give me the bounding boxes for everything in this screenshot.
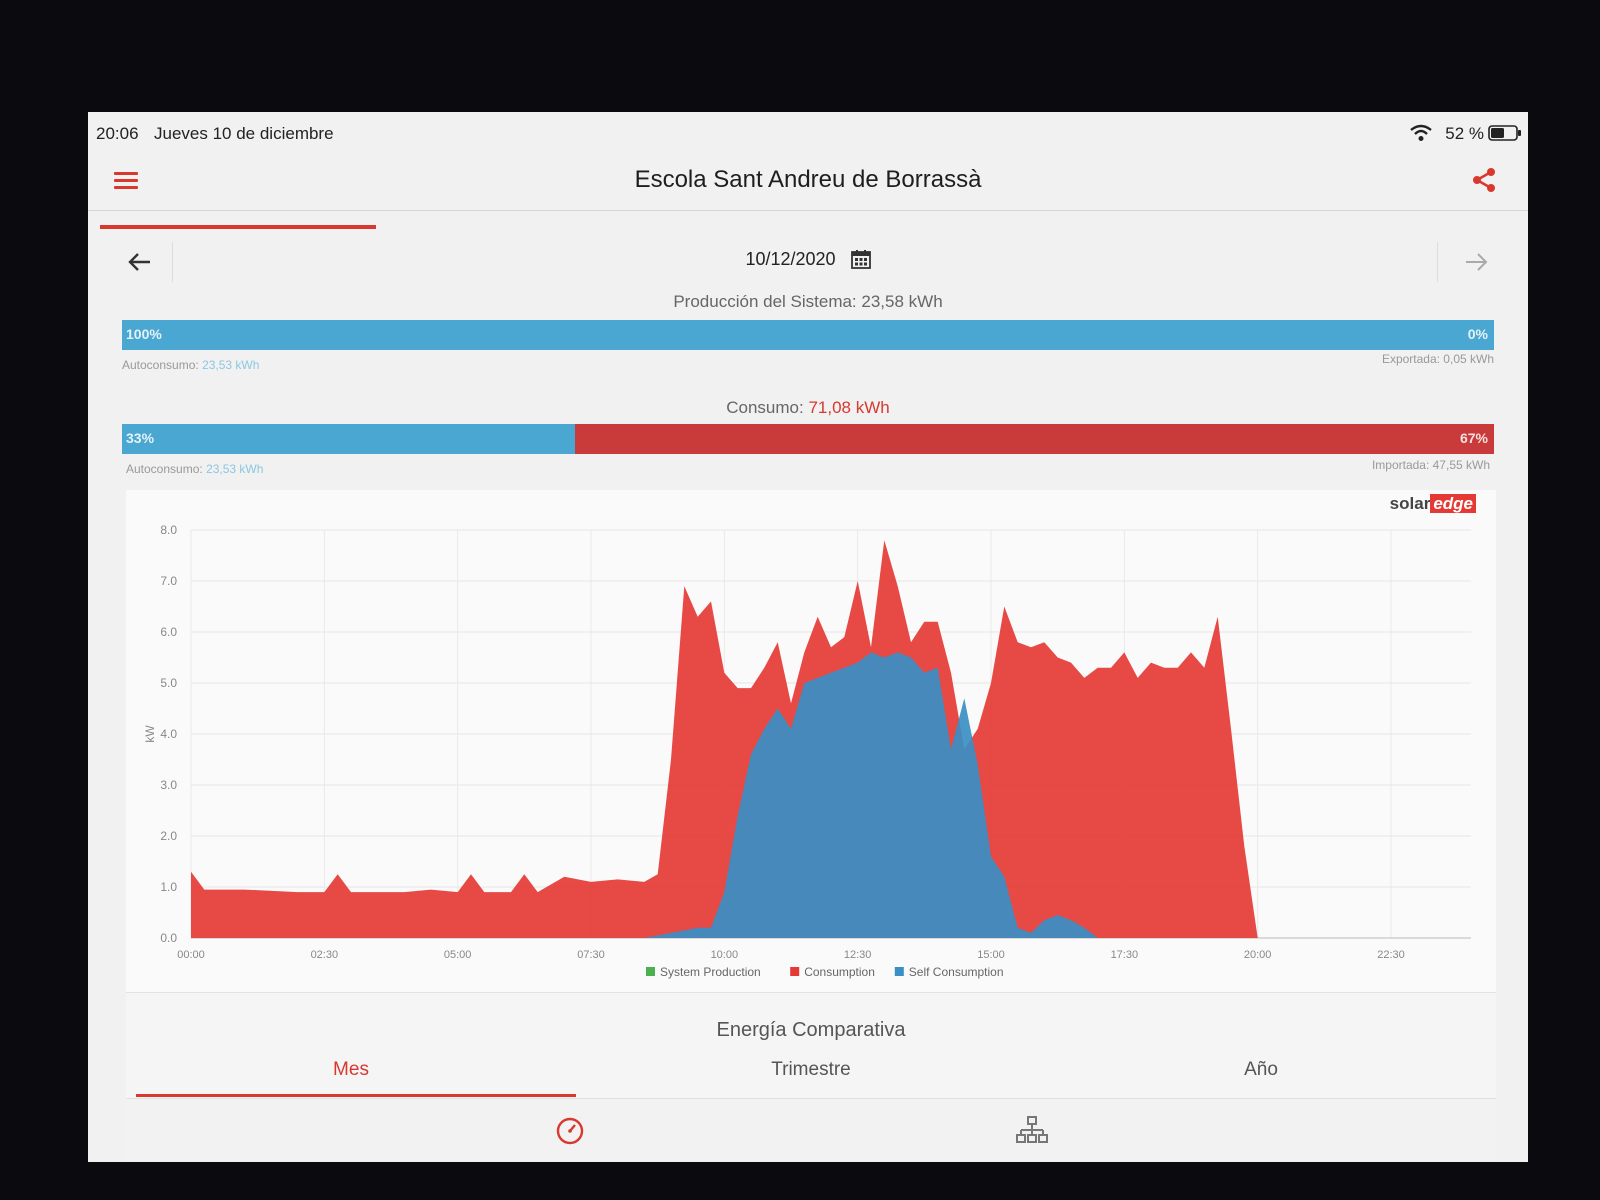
page-title: Escola Sant Andreu de Borrassà [634, 166, 982, 193]
compare-title: Energía Comparativa [716, 1019, 906, 1041]
battery-icon [1488, 125, 1521, 141]
x-tick-label: 22:30 [1377, 949, 1405, 961]
production-export-caption: Exportada: 0,05 kWh [1381, 352, 1494, 366]
legend-label: System Production [660, 965, 761, 979]
production-bar: 100% 0% [122, 320, 1494, 350]
x-tick-label: 02:30 [311, 949, 339, 961]
x-tick-label: 12:30 [844, 949, 872, 961]
power-chart-panel: solar edge 0.0 1.0 2.0 3.0 4.0 5.0 6.0 7.0 8.0 00:… [126, 490, 1496, 992]
y-axis-label: kW [143, 725, 157, 743]
y-tick-label: 0.0 [160, 931, 177, 945]
consumption-import-percent: 67% [1459, 430, 1488, 446]
status-date: Jueves 10 de diciembre [154, 124, 334, 143]
production-self-caption: Autoconsumo: 23,53 kWh [122, 358, 260, 372]
x-tick-label: 07:30 [577, 949, 605, 961]
menu-icon[interactable] [114, 172, 138, 190]
date-picker[interactable]: 10/12/2020 [88, 248, 1528, 270]
production-title: Producción del Sistema: 23,58 kWh [673, 292, 943, 311]
x-tick-label: 10:00 [711, 949, 739, 961]
date-navigator: 10/12/2020 [88, 234, 1528, 290]
tab-trimestre[interactable]: Trimestre [771, 1059, 851, 1080]
x-tick-label: 20:00 [1244, 949, 1272, 961]
bottom-nav [126, 1098, 1496, 1162]
calendar-icon [850, 250, 871, 270]
legend-label: Self Consumption [909, 965, 1004, 979]
site-layout-icon[interactable] [1014, 1113, 1050, 1149]
battery-percent: 52 % [1445, 124, 1484, 143]
production-self-segment [122, 320, 1494, 350]
series-area-self-consumption [191, 652, 1471, 938]
prev-day-button[interactable] [112, 242, 173, 282]
tab-indicator [100, 225, 376, 229]
consumption-import-caption: Importada: 47,55 kWh [1371, 458, 1490, 472]
legend-swatch [646, 967, 655, 976]
power-chart: 0.0 1.0 2.0 3.0 4.0 5.0 6.0 7.0 8.0 00:00 02:30 05:… [143, 523, 1471, 979]
status-bar: 20:06 Jueves 10 de diciembre 52 % [88, 112, 1528, 152]
consumption-bar: 33% 67% [122, 424, 1494, 454]
y-tick-label: 5.0 [160, 676, 177, 690]
solaredge-logo: solar edge [1390, 494, 1476, 514]
tab-underline [136, 1094, 576, 1097]
header-bar: Escola Sant Andreu de Borrassà [88, 152, 1528, 211]
status-time: 20:06 [96, 124, 139, 143]
x-tick-label: 00:00 [177, 949, 205, 961]
wifi-icon [1410, 124, 1432, 141]
next-day-button[interactable] [1437, 242, 1508, 282]
share-icon[interactable] [1470, 166, 1498, 194]
production-export-percent: 0% [1467, 326, 1488, 342]
y-tick-label: 6.0 [160, 625, 177, 639]
consumption-self-caption: Autoconsumo: 23,53 kWh [126, 462, 264, 476]
production-self-percent: 100% [126, 326, 162, 342]
arrow-left-icon [128, 253, 150, 271]
arrow-right-icon [1466, 253, 1488, 271]
tab-ano[interactable]: Año [1244, 1059, 1278, 1080]
y-tick-label: 4.0 [160, 727, 177, 741]
y-tick-label: 7.0 [160, 574, 177, 588]
legend-swatch [894, 967, 904, 976]
consumption-title: Consumo: 71,08 kWh [726, 398, 890, 417]
app-screen: 20:06 Jueves 10 de diciembre 52 % Escola… [88, 112, 1528, 1162]
consumption-import-segment [574, 424, 1494, 454]
tab-mes[interactable]: Mes [333, 1059, 369, 1080]
y-tick-label: 2.0 [160, 829, 177, 843]
legend-label: Consumption [804, 965, 875, 979]
consumption-self-segment [122, 424, 575, 454]
y-tick-label: 3.0 [160, 778, 177, 792]
x-tick-label: 17:30 [1111, 949, 1139, 961]
y-tick-label: 8.0 [160, 523, 177, 537]
x-tick-label: 05:00 [444, 949, 472, 961]
legend-swatch [790, 967, 800, 976]
y-tick-label: 1.0 [160, 880, 177, 894]
consumption-self-percent: 33% [126, 430, 155, 446]
dashboard-gauge-icon[interactable] [552, 1113, 588, 1149]
date-value: 10/12/2020 [745, 248, 836, 269]
x-tick-label: 15:00 [977, 949, 1005, 961]
